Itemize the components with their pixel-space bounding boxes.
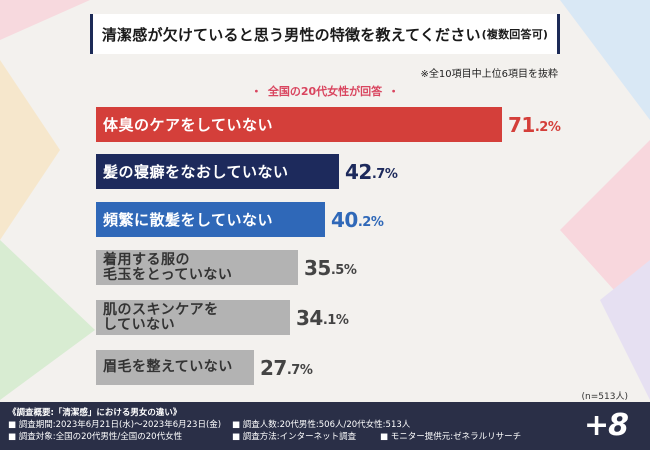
- bar-value-label: 34.1%: [296, 300, 349, 335]
- bar-label-line: していない: [103, 316, 176, 333]
- bar-value-int: 27: [260, 355, 287, 380]
- bar-2: 髪の寝癖をなおしていない: [96, 154, 339, 189]
- legend-dot-left: ・: [250, 85, 262, 98]
- bar-label: 体臭のケアをしていない: [103, 114, 273, 135]
- bar-value-dec: .1%: [322, 313, 349, 328]
- bar-value-label: 42.7%: [345, 154, 398, 189]
- brand-logo: +8: [583, 408, 629, 443]
- bar-value-label: 40.2%: [331, 202, 384, 237]
- legend-text: 全国の20代女性が回答: [267, 85, 383, 98]
- bar-6: 眉毛を整えていない: [96, 350, 254, 385]
- bar-label-line: 毛玉をとっていない: [103, 266, 233, 283]
- bar-value-dec: .5%: [330, 263, 357, 278]
- selection-note: ※全10項目中上位6項目を抜粋: [420, 69, 558, 80]
- bar-value-dec: .2%: [357, 215, 384, 230]
- bar-label-line: 肌のスキンケアを: [103, 301, 219, 318]
- bar-value-int: 35: [304, 255, 331, 280]
- bar-label: 着用する服の 毛玉をとっていない: [103, 251, 233, 283]
- bar-value-label: 27.7%: [260, 350, 313, 385]
- bar-label: 頻繁に散髪をしていない: [103, 209, 273, 230]
- respondent-legend: ・全国の20代女性が回答・: [0, 83, 650, 99]
- bar-label-line: 体臭のケアをしていない: [103, 116, 274, 134]
- bar-3: 頻繁に散髪をしていない: [96, 202, 325, 237]
- bar-label-line: 着用する服の: [103, 251, 190, 268]
- bar-label-line: 髪の寝癖をなおしていない: [103, 163, 289, 181]
- sample-size-note: (n=513人): [581, 392, 628, 402]
- bar-label-line: 眉毛を整えていない: [103, 359, 233, 375]
- bar-label: 肌のスキンケアを していない: [103, 301, 219, 333]
- chart-title: 清潔感が欠けていると思う男性の特徴を教えてください (複数回答可): [90, 14, 560, 54]
- chart-title-text: 清潔感が欠けていると思う男性の特徴を教えてください: [101, 25, 481, 44]
- bar-value-label: 35.5%: [304, 250, 357, 285]
- bar-value-dec: .7%: [371, 167, 398, 182]
- survey-target: ■ 調査対象:全国の20代男性/全国の20代女性: [8, 432, 183, 442]
- bar-value-int: 40: [331, 207, 358, 232]
- survey-heading: 《調査概要:「清潔感」における男女の違い》: [8, 408, 182, 418]
- bar-value-int: 42: [345, 159, 372, 184]
- bar-5: 肌のスキンケアを していない: [96, 300, 290, 335]
- chart-title-suffix: (複数回答可): [481, 28, 549, 41]
- bar-1: 体臭のケアをしていない: [96, 107, 502, 142]
- survey-period: ■ 調査期間:2023年6月21日(水)〜2023年6月23日(金): [8, 420, 222, 430]
- bar-value-int: 71: [508, 112, 535, 137]
- bar-value-label: 71.2%: [508, 107, 561, 142]
- survey-respondents: ■ 調査人数:20代男性:506人/20代女性:513人: [232, 420, 411, 430]
- bar-label: 髪の寝癖をなおしていない: [103, 161, 289, 182]
- bar-label: 眉毛を整えていない: [103, 360, 233, 375]
- bar-label-line: 頻繁に散髪をしていない: [103, 211, 274, 229]
- survey-provider: ■ モニター提供元:ゼネラルリサーチ: [380, 432, 522, 442]
- bar-value-dec: .7%: [286, 363, 313, 378]
- legend-dot-right: ・: [388, 85, 400, 98]
- survey-footer: 《調査概要:「清潔感」における男女の違い》 ■ 調査期間:2023年6月21日(…: [0, 402, 650, 450]
- bar-value-int: 34: [296, 305, 323, 330]
- bar-4: 着用する服の 毛玉をとっていない: [96, 250, 298, 285]
- bar-value-dec: .2%: [534, 120, 561, 135]
- survey-method: ■ 調査方法:インターネット調査: [232, 432, 357, 442]
